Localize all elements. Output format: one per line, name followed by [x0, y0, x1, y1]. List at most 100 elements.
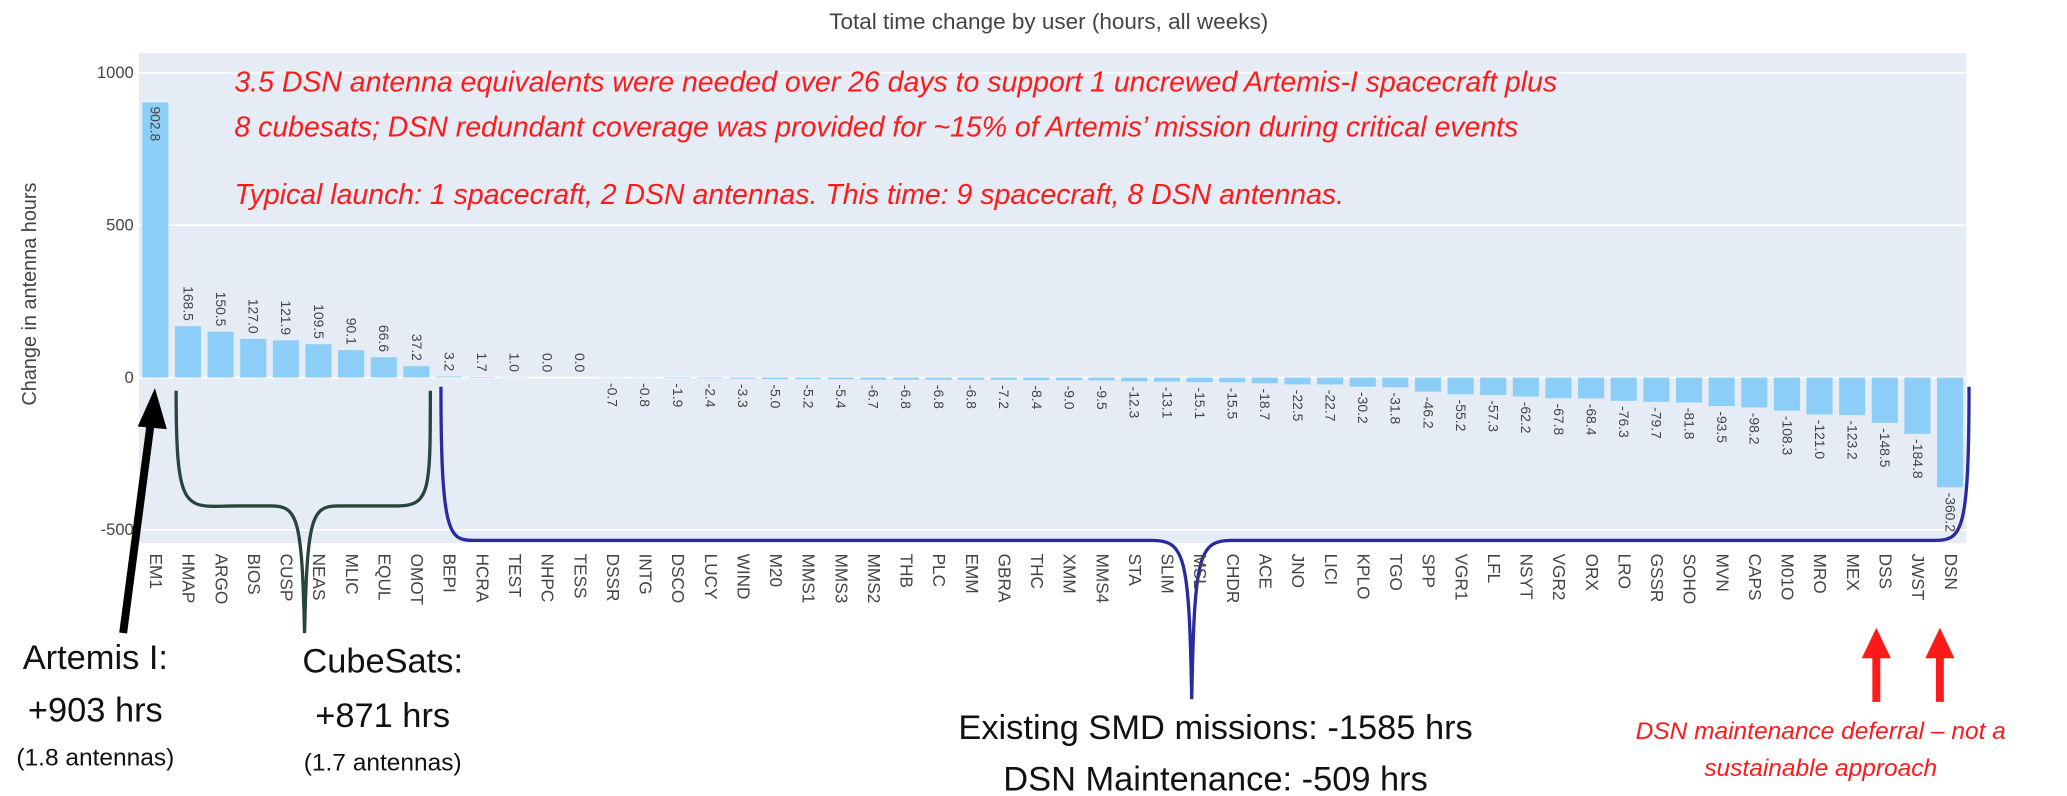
bar — [468, 377, 495, 378]
data-label: 1.0 — [507, 353, 523, 373]
bar — [990, 377, 1017, 380]
bar — [1675, 377, 1703, 403]
annotation: CubeSats: — [302, 643, 463, 681]
x-tick-label: DSN — [1941, 554, 1961, 590]
bar — [1610, 377, 1637, 401]
x-tick-label: MMS3 — [831, 554, 851, 604]
bar — [1871, 377, 1898, 423]
bar — [1447, 377, 1474, 395]
bar — [1512, 377, 1539, 397]
data-label: -8.4 — [1029, 385, 1045, 409]
x-tick-label: NEAS — [309, 554, 329, 601]
x-tick-label: NSYT — [1517, 554, 1537, 600]
data-label: 168.5 — [180, 286, 196, 321]
bar — [1251, 377, 1278, 384]
x-tick-label: MRO — [1810, 554, 1830, 594]
data-label: -55.2 — [1453, 400, 1469, 432]
bar — [1578, 377, 1605, 399]
arrow-head — [137, 388, 167, 430]
bar — [1153, 377, 1180, 382]
data-label: -5.0 — [768, 384, 784, 408]
bar — [435, 376, 463, 378]
bar — [925, 377, 952, 380]
x-tick-label: VGR1 — [1451, 554, 1471, 601]
annotation: (1.7 antennas) — [304, 750, 462, 777]
bar — [794, 377, 822, 380]
data-label: 0.0 — [539, 353, 555, 373]
data-label: -0.8 — [637, 383, 653, 407]
x-tick-label: EM1 — [146, 554, 166, 589]
red-arrow-head — [1925, 627, 1955, 659]
data-label: -18.7 — [1257, 389, 1273, 421]
bar — [305, 344, 332, 378]
bar — [142, 102, 169, 378]
x-tick-label: CUSP — [277, 554, 297, 602]
annotation: Existing SMD missions: -1585 hrs — [958, 709, 1472, 747]
annotation: 3.5 DSN antenna equivalents were needed … — [234, 66, 1557, 98]
bar — [664, 377, 691, 379]
arrow-shaft — [119, 420, 155, 634]
annotation: +903 hrs — [28, 692, 163, 730]
data-label: -123.2 — [1845, 420, 1861, 460]
y-tick-label: 500 — [106, 216, 134, 235]
x-tick-label: HCRA — [472, 554, 492, 603]
x-tick-label: CAPS — [1745, 554, 1765, 601]
data-label: -67.8 — [1551, 404, 1567, 436]
bar — [729, 377, 756, 379]
x-tick-label: MMS4 — [1092, 554, 1112, 604]
data-label: -68.4 — [1583, 404, 1599, 436]
x-tick-label: JNO — [1288, 554, 1308, 588]
data-label: 150.5 — [213, 292, 229, 327]
x-tick-label: HMAP — [179, 554, 199, 604]
bar — [1088, 377, 1115, 381]
x-tick-label: TESS — [570, 554, 590, 599]
x-tick-label: LFL — [1484, 554, 1504, 584]
annotation: (1.8 antennas) — [16, 744, 174, 771]
x-tick-label: MVN — [1712, 554, 1732, 592]
bar — [1936, 377, 1964, 488]
bar — [1741, 377, 1768, 408]
y-axis-title: Change in antenna hours — [19, 182, 41, 405]
data-label: 37.2 — [409, 334, 425, 361]
annotation: 8 cubesats; DSN redundant coverage was p… — [234, 111, 1518, 143]
smd-bracket — [439, 386, 1971, 700]
x-tick-label: LUCY — [701, 554, 721, 600]
data-label: -46.2 — [1420, 397, 1436, 429]
annotation: Artemis I: — [23, 639, 168, 677]
bar — [370, 357, 397, 378]
chart-title: Total time change by user (hours, all we… — [829, 9, 1268, 34]
bar — [1023, 377, 1050, 381]
data-label: -13.1 — [1159, 387, 1175, 419]
data-label: -184.8 — [1910, 439, 1926, 479]
data-label: -3.3 — [735, 384, 751, 408]
bar — [207, 331, 234, 378]
data-label: 109.5 — [311, 304, 327, 339]
data-label: -1.9 — [670, 383, 686, 407]
x-tick-label: SOHO — [1680, 554, 1700, 605]
y-tick-label: -500 — [101, 520, 134, 539]
x-tick-label: M20 — [766, 554, 786, 587]
bar — [1708, 377, 1735, 407]
annotation: Typical launch: 1 spacecraft, 2 DSN ante… — [234, 179, 1344, 211]
data-label: -5.2 — [800, 384, 816, 408]
bar — [1317, 377, 1344, 385]
x-tick-label: OMOT — [407, 554, 427, 606]
bar — [860, 377, 887, 380]
bar — [272, 340, 299, 378]
x-tick-label: SPP — [1419, 554, 1439, 588]
data-label: -79.7 — [1649, 407, 1665, 439]
bar — [1219, 377, 1246, 383]
x-tick-label: MSL — [1190, 554, 1210, 589]
annotation: sustainable approach — [1704, 755, 1937, 782]
bar — [827, 377, 854, 380]
x-tick-label: THB — [897, 554, 917, 588]
data-label: -360.2 — [1942, 493, 1958, 533]
bar — [1545, 377, 1572, 399]
bar — [1055, 377, 1083, 381]
x-tick-label: SLIM — [1158, 554, 1178, 594]
x-tick-label: ORX — [1582, 554, 1602, 592]
data-label: -6.8 — [963, 385, 979, 409]
bar — [1284, 377, 1311, 385]
x-tick-label: M01O — [1778, 554, 1798, 601]
